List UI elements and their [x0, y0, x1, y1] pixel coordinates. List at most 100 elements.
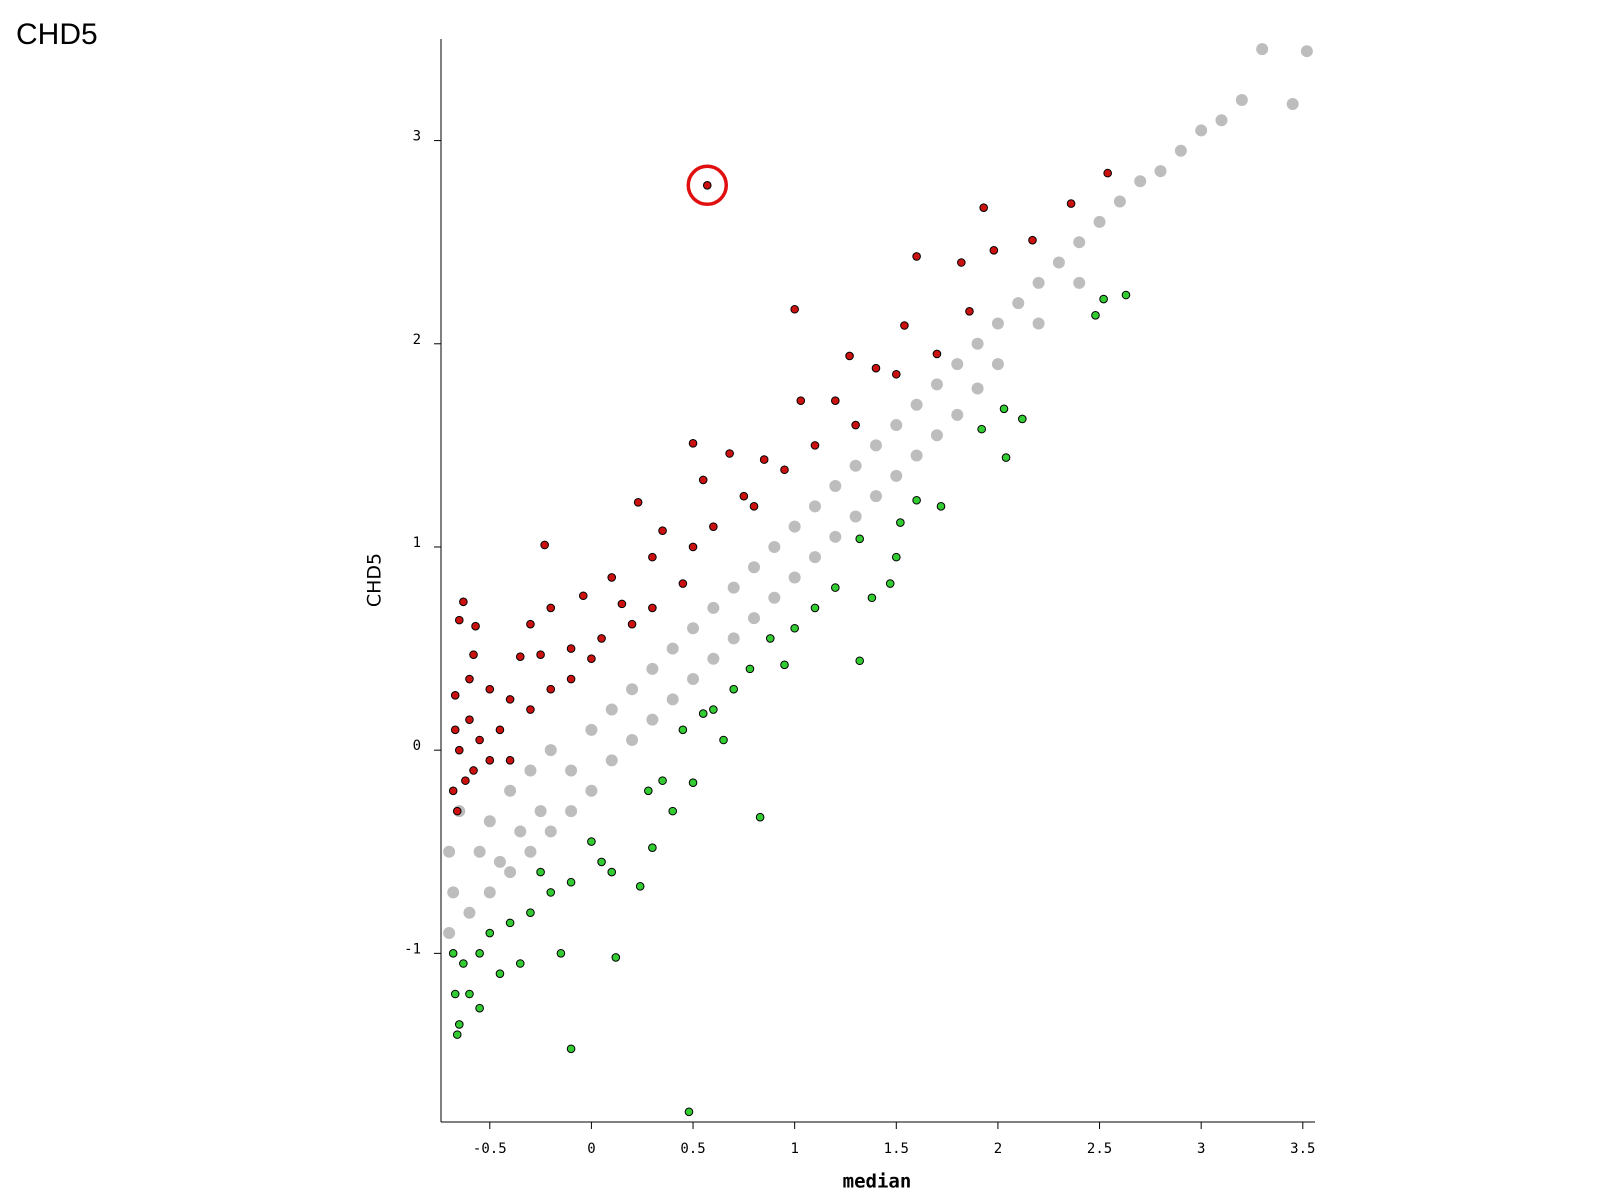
point	[1121, 290, 1131, 300]
point	[1154, 165, 1167, 178]
point	[605, 703, 618, 716]
point	[585, 723, 598, 736]
point	[536, 650, 545, 659]
point	[709, 705, 718, 714]
point	[989, 246, 999, 255]
x-tick-label: 0.5	[680, 1141, 705, 1157]
point	[587, 837, 596, 846]
point	[448, 786, 458, 796]
point	[452, 806, 462, 816]
point	[891, 369, 901, 379]
point	[471, 621, 480, 631]
point	[979, 203, 988, 212]
point	[991, 317, 1004, 330]
point	[1195, 124, 1208, 137]
point	[1001, 453, 1011, 462]
x-tick-label: 2	[994, 1141, 1002, 1157]
point	[1215, 114, 1228, 127]
point	[443, 927, 456, 940]
point	[566, 1044, 576, 1054]
point	[871, 363, 881, 373]
point	[495, 725, 505, 735]
point	[932, 349, 942, 359]
point	[611, 953, 621, 962]
point	[1091, 311, 1100, 320]
point	[749, 502, 759, 511]
point	[688, 778, 698, 787]
point	[587, 654, 596, 664]
point	[504, 784, 517, 797]
point	[867, 593, 877, 603]
point	[971, 337, 984, 350]
point	[755, 812, 765, 822]
point	[524, 764, 537, 777]
point	[930, 378, 943, 391]
point	[448, 949, 458, 958]
point	[597, 634, 606, 643]
point	[719, 735, 728, 745]
point	[1028, 235, 1037, 245]
point	[991, 358, 1004, 371]
point	[885, 579, 895, 588]
point	[666, 693, 679, 706]
point	[544, 744, 557, 757]
point	[454, 1020, 464, 1029]
point	[1103, 168, 1112, 178]
point	[626, 683, 639, 696]
point	[707, 652, 720, 665]
point	[912, 495, 921, 505]
point	[607, 573, 617, 582]
point	[658, 526, 667, 536]
point	[566, 644, 576, 653]
point	[951, 358, 964, 371]
point	[698, 709, 708, 718]
y-tick-label: 3	[413, 129, 421, 145]
point	[912, 252, 921, 261]
point	[729, 684, 738, 694]
point	[607, 867, 617, 877]
point	[450, 691, 460, 700]
point	[493, 855, 506, 868]
point	[627, 619, 637, 629]
point	[1134, 175, 1147, 188]
point	[648, 552, 657, 562]
point	[1113, 195, 1126, 208]
y-tick-label: 0	[413, 738, 421, 754]
x-tick-label: 3.5	[1290, 1141, 1315, 1157]
point	[1256, 43, 1269, 56]
point	[515, 959, 525, 968]
point	[658, 776, 667, 785]
point	[633, 497, 643, 507]
point	[965, 306, 974, 316]
point	[810, 603, 820, 613]
point	[845, 351, 854, 361]
point	[780, 660, 789, 670]
point	[739, 491, 749, 501]
point	[617, 599, 627, 609]
point	[646, 713, 659, 726]
point	[635, 882, 645, 891]
point	[678, 725, 688, 735]
point	[473, 845, 486, 858]
point	[546, 684, 556, 694]
point	[454, 615, 464, 625]
point	[1099, 294, 1108, 304]
point	[485, 684, 495, 694]
point	[475, 949, 484, 958]
point	[605, 754, 618, 767]
x-tick-label: 2.5	[1087, 1141, 1112, 1157]
point	[1066, 199, 1076, 208]
point	[597, 857, 606, 867]
point	[702, 180, 712, 190]
point	[465, 989, 474, 999]
point	[648, 843, 657, 852]
point	[469, 650, 478, 659]
point	[810, 441, 820, 450]
point	[936, 502, 946, 511]
point	[447, 886, 460, 899]
point	[646, 662, 659, 675]
point	[725, 449, 734, 458]
point	[727, 632, 740, 645]
point	[831, 583, 840, 592]
